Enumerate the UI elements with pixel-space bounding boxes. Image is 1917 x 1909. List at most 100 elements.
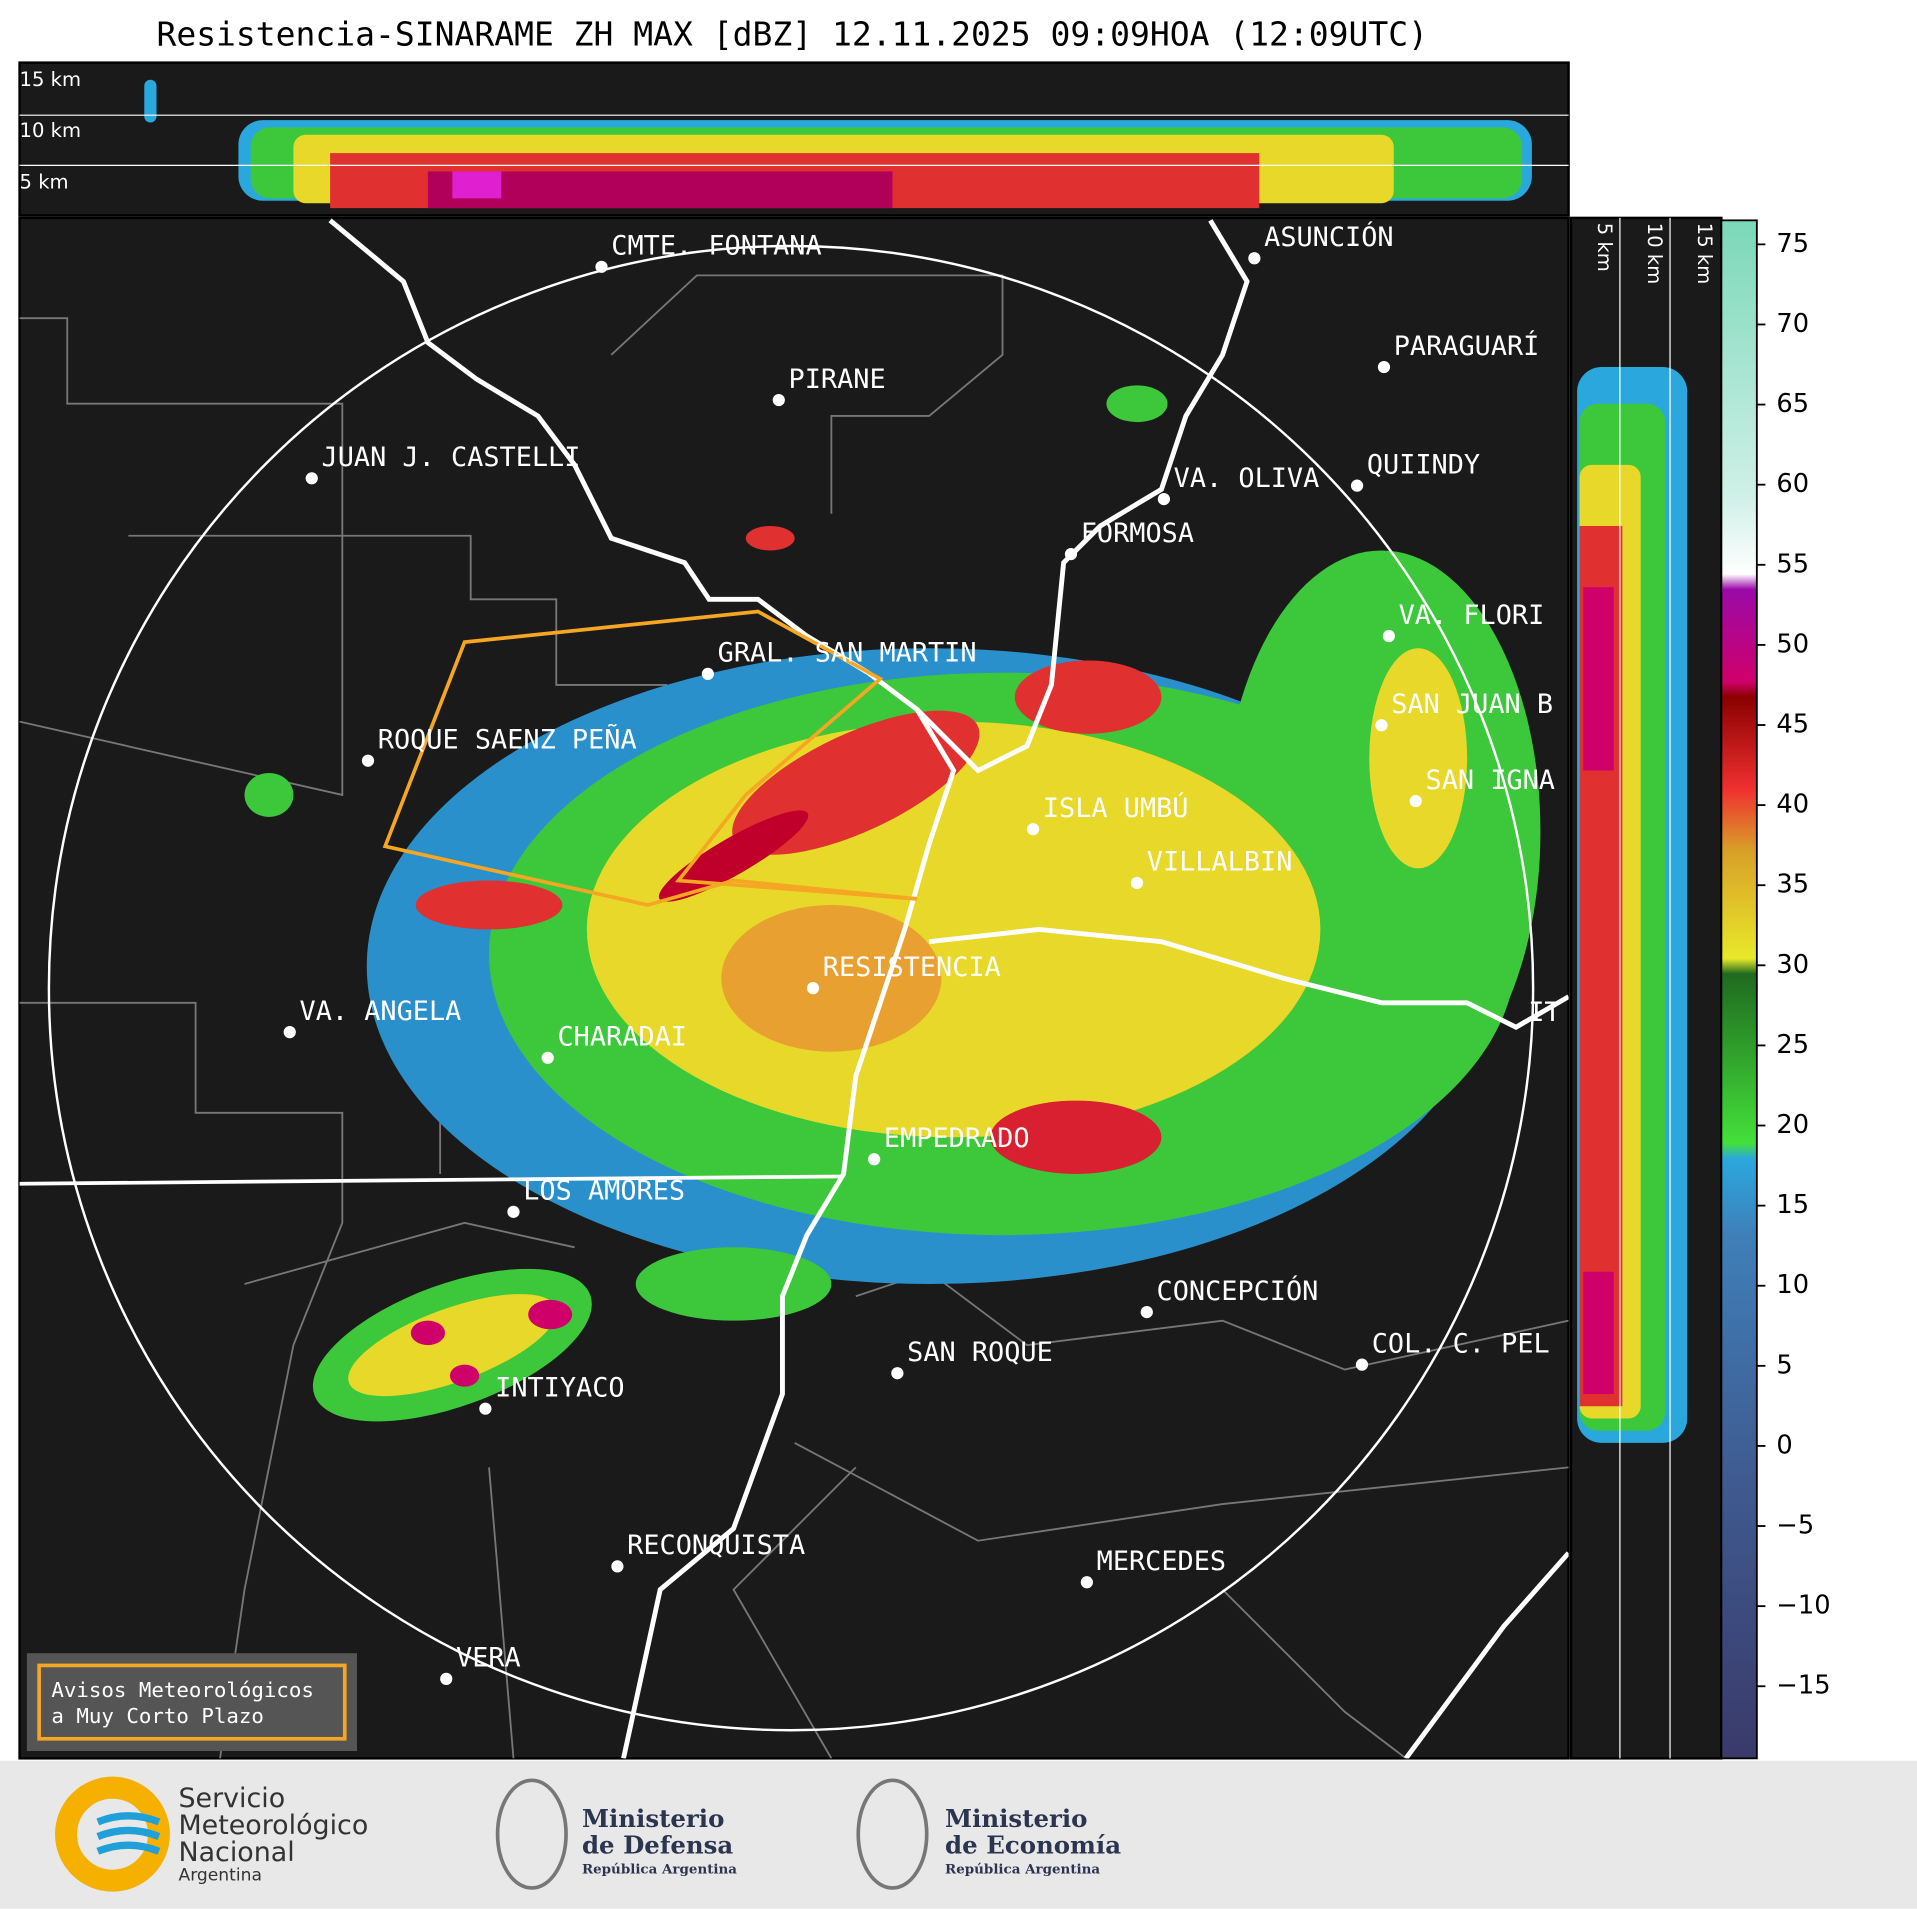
place-label: FORMOSA [1081, 518, 1194, 549]
place-label: PARAGUARÍ [1394, 330, 1540, 362]
place-label: VA. FLORI [1399, 600, 1545, 631]
place-dot [868, 1153, 881, 1166]
place-dot [891, 1367, 904, 1380]
shield [856, 1778, 929, 1890]
colorbar [1720, 219, 1758, 1760]
place-dot [595, 260, 608, 273]
place-dot [479, 1402, 492, 1415]
footer-text: Ministerio [945, 1804, 1087, 1833]
notice-border [37, 1663, 347, 1741]
place-dot [1375, 719, 1388, 732]
place-label: CONCEPCIÓN [1157, 1275, 1319, 1307]
place-label: RESISTENCIA [823, 952, 1001, 983]
place-dot [1382, 629, 1395, 643]
footer-text: Ministerio [582, 1804, 724, 1833]
colorbar-tick-label: 10 [1776, 1270, 1809, 1300]
level-label: 10 km [1643, 223, 1666, 284]
place-label: GRAL. SAN MARTIN [718, 638, 977, 669]
place-dot [611, 1560, 624, 1573]
place-dot [361, 754, 375, 767]
place-label: INTIYACO [495, 1372, 624, 1403]
place-dot [1157, 492, 1171, 506]
place-label: MERCEDES [1097, 1546, 1226, 1577]
colorbar-tick-label: 15 [1776, 1190, 1809, 1220]
colorbar-tick-label: −10 [1776, 1591, 1830, 1621]
place-dot [1355, 1358, 1369, 1371]
level-label: 5 km [1593, 223, 1616, 272]
place-label: COL. C. PEL [1372, 1328, 1550, 1359]
colorbar-tick-label: 50 [1776, 629, 1809, 659]
place-dot [806, 982, 820, 995]
level-label: 5 km [20, 171, 69, 194]
footer-text: Meteorológico [178, 1810, 368, 1841]
colorbar-tick-label: −5 [1776, 1511, 1814, 1541]
place-label: EMPEDRADO [884, 1123, 1030, 1154]
colorbar-tick-label: 55 [1776, 549, 1809, 579]
colorbar-tick-label: 0 [1776, 1430, 1792, 1460]
place-label: VILLALBIN [1147, 847, 1293, 878]
place-dot [1377, 360, 1391, 374]
place-label: VA. ANGELA [300, 996, 462, 1027]
colorbar-tick-label: 5 [1776, 1350, 1792, 1380]
shield [495, 1778, 568, 1890]
place-label: ASUNCIÓN [1264, 221, 1393, 253]
colorbar-tick-label: −15 [1776, 1671, 1830, 1701]
place-dot [1409, 794, 1422, 808]
colorbar-tick-label: 35 [1776, 870, 1809, 900]
place-label: IT [1528, 997, 1560, 1028]
colorbar-tick-label: 70 [1776, 309, 1809, 339]
place-dot [701, 667, 714, 681]
place-label: SAN ROQUE [907, 1337, 1053, 1368]
footer [0, 1760, 1917, 1909]
place-label: PIRANE [789, 364, 886, 395]
notice-text: Avisos Meteorológicos [51, 1678, 314, 1702]
smn-logo-waves [96, 1812, 161, 1855]
level-label: 15 km [20, 68, 81, 91]
place-dot [440, 1672, 453, 1685]
colorbar-tick-label: 40 [1776, 790, 1809, 820]
place-label: SAN IGNA [1426, 765, 1555, 796]
map-content: CMTE. FONTANA PIRANE JUAN J. CASTELLI ASUNC… [19, 218, 1569, 1759]
place-label: CMTE. FONTANA [611, 231, 821, 262]
footer-text: Servicio [178, 1783, 285, 1814]
side-echo [1577, 367, 1688, 1443]
colorbar-tick-label: 65 [1776, 389, 1809, 419]
place-dot [1064, 547, 1078, 561]
place-dot [283, 1026, 296, 1039]
colorbar-tick-label: 75 [1776, 229, 1809, 259]
footer-text: de Defensa [582, 1831, 733, 1860]
warning-polygon [382, 609, 918, 907]
place-label: LOS AMORES [523, 1176, 685, 1207]
place-dot [772, 393, 785, 407]
place-dot [1080, 1576, 1093, 1589]
place-label: VA. OLIVA [1174, 463, 1320, 494]
colorbar-tick-label: 45 [1776, 709, 1809, 739]
footer-text: de Economía [945, 1831, 1121, 1860]
places: CMTE. FONTANA PIRANE JUAN J. CASTELLI ASUNC… [283, 221, 1561, 1685]
footer-text: República Argentina [582, 1861, 737, 1877]
footer-text: Argentina [178, 1866, 261, 1886]
footer-text: República Argentina [945, 1861, 1100, 1877]
place-dot [1026, 823, 1040, 836]
colorbar-tick-label: 60 [1776, 469, 1809, 499]
notice-text: a Muy Corto Plazo [51, 1704, 264, 1728]
place-dot [305, 472, 318, 485]
place-label: VERA [456, 1643, 521, 1674]
place-label: RECONQUISTA [627, 1530, 805, 1561]
place-dot [507, 1205, 520, 1218]
footer-text: Nacional [178, 1837, 294, 1868]
place-dot [1130, 876, 1144, 890]
place-dot [1350, 479, 1364, 492]
colorbar-tick-label: 30 [1776, 950, 1809, 980]
top-echo [144, 79, 1532, 209]
place-label: SAN JUAN B [1391, 689, 1553, 720]
notice-box[interactable] [26, 1653, 357, 1752]
place-label: JUAN J. CASTELLI [322, 442, 581, 473]
level-label: 15 km [1693, 223, 1716, 284]
radar-echoes [244, 385, 1541, 1422]
place-label: ISLA UMBÚ [1043, 792, 1189, 824]
place-dot [541, 1051, 554, 1064]
colorbar-tick-label: 25 [1776, 1030, 1809, 1060]
